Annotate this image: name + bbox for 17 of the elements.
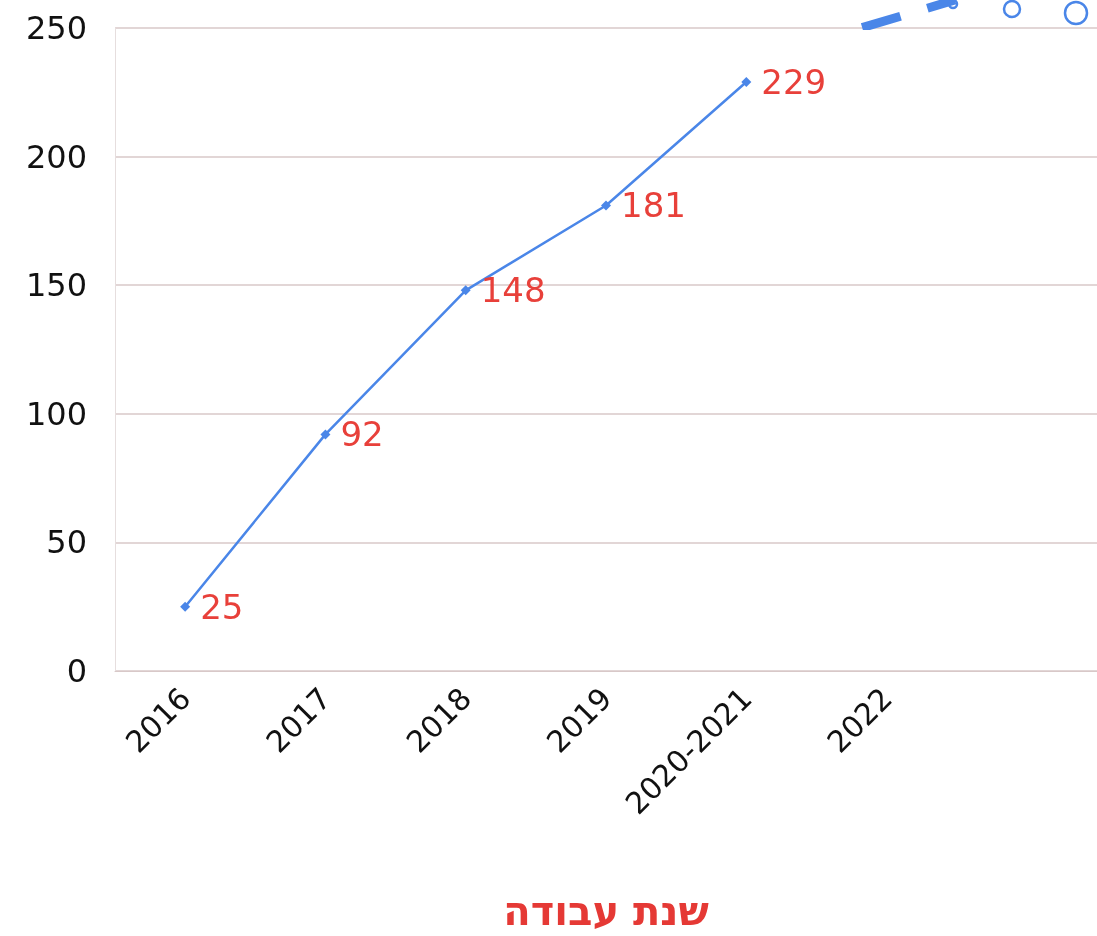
y-tick-label: 100 xyxy=(25,394,87,433)
point xyxy=(320,429,331,440)
point xyxy=(741,77,752,88)
data-label: 92 xyxy=(340,414,384,455)
data-label: 148 xyxy=(480,270,546,311)
y-tick-label: 250 xyxy=(25,9,87,47)
y-tick-label: 200 xyxy=(25,137,87,176)
point xyxy=(460,285,471,296)
point xyxy=(601,200,611,211)
y-tick-label: 0 xyxy=(66,652,87,690)
data-label: 25 xyxy=(200,586,244,627)
data-label: 181 xyxy=(621,185,686,226)
data-label: 229 xyxy=(761,62,827,103)
y-tick-label: 150 xyxy=(25,266,87,305)
y-tick-label: 50 xyxy=(46,523,87,562)
x-axis-title: שנת עבודה xyxy=(503,888,709,934)
point xyxy=(180,601,191,612)
